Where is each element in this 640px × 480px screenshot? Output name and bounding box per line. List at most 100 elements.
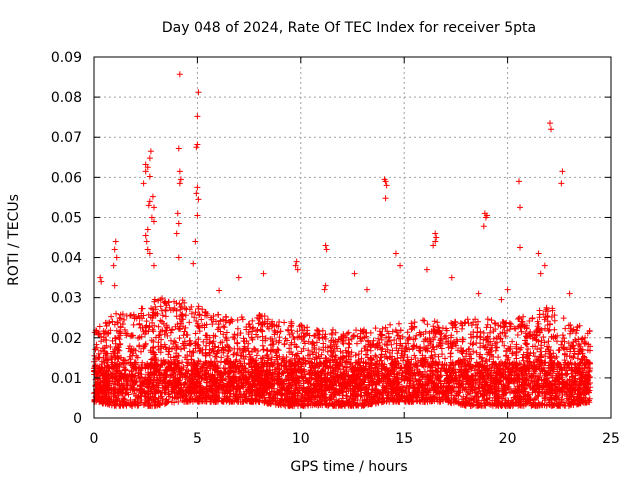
data-point [475,290,482,297]
data-point [382,178,389,185]
data-point [195,196,202,203]
data-point [150,204,157,211]
data-point [190,260,197,267]
data-point [383,182,390,189]
data-point [97,274,104,281]
y-tick-label: 0.01 [51,371,82,387]
y-tick-label: 0.08 [51,90,82,106]
band-points [91,295,594,409]
data-point [194,184,201,191]
y-tick-label: 0.02 [51,331,82,347]
data-point [448,274,455,281]
x-tick-label: 0 [90,431,99,447]
data-point [110,262,117,269]
data-point [566,290,573,297]
data-point [216,287,223,294]
y-tick-labels: 0 0.01 0.02 0.03 0.04 0.05 0.06 0.07 0.08 0.09 [51,50,82,427]
data-point [113,254,120,261]
x-tick-labels: 0 5 10 15 20 25 [90,431,620,447]
data-point [146,198,153,205]
chart-title: Day 048 of 2024, Rate Of TEC Index for r… [162,20,536,36]
y-tick-label: 0 [73,411,82,427]
data-point [150,262,157,269]
data-point [382,195,389,202]
data-point [142,168,149,175]
data-point [517,204,524,211]
data-point [150,218,157,225]
data-points [91,71,594,409]
data-point [146,250,153,257]
data-point [504,286,511,293]
data-point [322,282,329,289]
data-point [351,270,358,277]
data-point [235,274,242,281]
data-point [146,173,153,180]
data-point [144,226,151,233]
data-point [177,176,184,183]
plot-frame [93,56,612,419]
data-point [423,266,430,273]
data-point [323,246,330,253]
data-point [147,148,154,155]
x-tick-label: 10 [292,431,310,447]
data-point [111,282,118,289]
y-tick-label: 0.05 [51,210,82,226]
data-point [322,242,329,249]
data-point [175,254,182,261]
data-point [537,270,544,277]
data-point [392,250,399,257]
data-point [176,168,183,175]
data-point [143,238,150,245]
x-tick-label: 15 [395,431,413,447]
data-point [149,193,156,200]
y-tick-label: 0.03 [51,291,82,307]
data-point [432,238,439,245]
data-point [144,164,151,171]
data-point [397,262,404,269]
y-tick-label: 0.04 [51,251,82,267]
data-point [174,210,181,217]
data-point [148,214,155,221]
data-point [517,244,524,251]
data-point [548,126,555,133]
data-point [145,202,152,209]
data-point [194,141,201,148]
data-point [559,168,566,175]
data-point [482,214,489,221]
y-axis-label: ROTI / TECUs [6,194,22,286]
x-tick-label: 20 [499,431,517,447]
data-point [173,230,180,237]
data-point [260,270,267,277]
data-point [430,242,437,249]
data-point [193,144,200,151]
data-point [535,250,542,257]
data-point [433,234,440,241]
data-point [293,258,300,265]
data-point [98,278,105,285]
data-point [193,190,200,197]
data-point [558,180,565,187]
data-point [175,220,182,227]
axis-ticks [93,56,612,419]
data-point [192,238,199,245]
data-point [294,266,301,273]
x-tick-label: 25 [602,431,620,447]
data-point [321,286,328,293]
data-point [546,120,553,127]
data-point [175,145,182,152]
data-point [142,232,149,239]
x-tick-label: 5 [193,431,202,447]
data-point [146,155,153,162]
data-point [498,296,505,303]
y-tick-label: 0.06 [51,170,82,186]
data-point [194,113,201,120]
data-point [144,246,151,253]
data-point [140,180,147,187]
x-axis-label: GPS time / hours [290,459,407,475]
data-point [111,246,118,253]
data-point [541,262,548,269]
data-point [194,212,201,219]
y-tick-label: 0.09 [51,50,82,66]
data-point [112,238,119,245]
